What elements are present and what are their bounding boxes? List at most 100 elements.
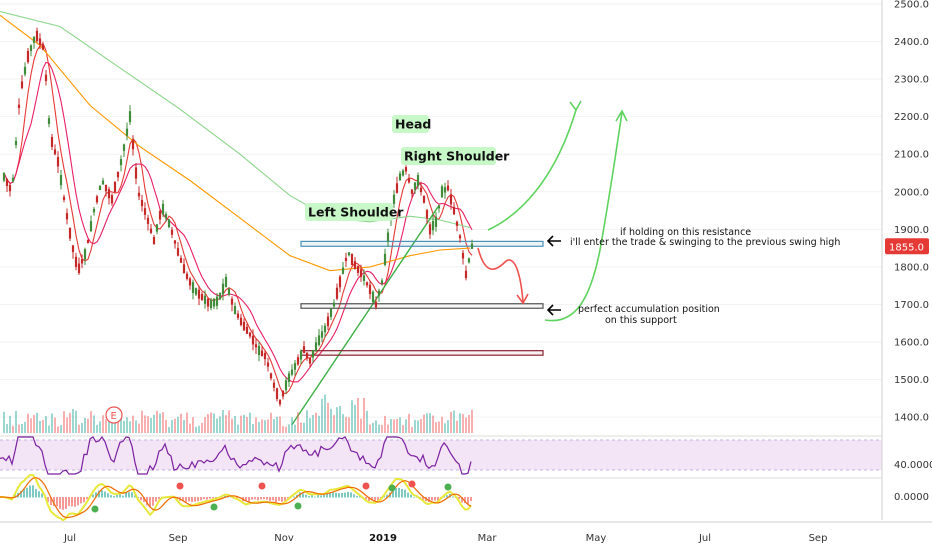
resistance-zone xyxy=(300,240,544,247)
macd-histogram-bar xyxy=(38,491,40,498)
candle-body xyxy=(62,196,66,200)
volume-bar xyxy=(366,410,368,433)
candle-body xyxy=(191,282,195,293)
volume-bar xyxy=(420,418,422,433)
candle-body xyxy=(209,299,213,309)
candle-body xyxy=(44,74,48,82)
macd-histogram-bar xyxy=(368,497,370,501)
macd-histogram-bar xyxy=(224,495,226,498)
volume-bar xyxy=(381,424,383,433)
macd-histogram-bar xyxy=(74,497,76,507)
candle-body xyxy=(122,144,126,151)
candle-body xyxy=(50,137,54,147)
lower-support-zone xyxy=(300,350,544,356)
macd-histogram-bar xyxy=(68,497,70,507)
volume-bar xyxy=(456,420,458,433)
macd-histogram-bar xyxy=(470,497,472,501)
candle-body xyxy=(386,232,390,242)
price-tick-label: 1400.0 xyxy=(894,413,929,424)
volume-bar xyxy=(372,422,374,433)
volume-bar xyxy=(411,426,413,433)
candle-body xyxy=(449,194,453,205)
right-shoulder-label: Right Shoulder xyxy=(404,149,510,164)
candle-body xyxy=(41,44,45,50)
macd-cross-dot xyxy=(388,484,396,492)
volume-bar xyxy=(375,420,377,433)
candle-body xyxy=(131,140,135,150)
candle-body xyxy=(461,252,465,259)
red-arrow xyxy=(477,247,524,303)
candle-body xyxy=(296,357,300,365)
candle-body xyxy=(446,185,450,191)
rising-trendline xyxy=(291,206,439,426)
macd-cross-dot xyxy=(362,482,370,490)
macd-histogram-bar xyxy=(284,497,286,501)
volume-bar xyxy=(363,397,365,433)
candle-body xyxy=(179,257,183,263)
volume-bar xyxy=(321,398,323,433)
volume-bar xyxy=(465,417,467,433)
volume-bar xyxy=(285,426,287,433)
candle-body xyxy=(362,275,366,281)
ma-long-line xyxy=(0,10,471,229)
rsi-band xyxy=(0,440,882,470)
price-tick-label: 1800.0 xyxy=(894,262,929,273)
macd-histogram-bar xyxy=(146,497,148,506)
macd-cross-dot xyxy=(210,503,218,511)
candle-body xyxy=(8,184,12,192)
macd-histogram-bar xyxy=(314,496,316,498)
candle-body xyxy=(29,45,33,52)
macd-histogram-bar xyxy=(23,489,25,498)
macd-histogram-bar xyxy=(251,497,253,500)
macd-histogram-bar xyxy=(353,494,355,498)
volume-bar xyxy=(69,412,71,433)
volume-bar xyxy=(12,425,14,433)
candle-body xyxy=(113,181,117,193)
macd-histogram-bar xyxy=(269,497,271,501)
macd-panel: 0.0000 xyxy=(0,474,929,522)
volume-bar xyxy=(15,410,17,433)
volume-bar xyxy=(255,417,257,433)
price-tick-label: 1900.0 xyxy=(894,225,929,236)
macd-histogram-bar xyxy=(77,497,79,506)
macd-tick-label: 0.0000 xyxy=(894,492,929,503)
macd-histogram-bar xyxy=(401,489,403,498)
time-tick-label: Mar xyxy=(478,533,498,544)
time-tick-label: Nov xyxy=(274,533,294,544)
macd-histogram-bar xyxy=(371,497,373,501)
candle-body xyxy=(266,362,270,367)
candle-body xyxy=(254,344,258,348)
volume-bar xyxy=(42,420,44,433)
macd-histogram-bar xyxy=(215,497,217,498)
candle-body xyxy=(365,282,369,286)
volume-bar xyxy=(177,416,179,433)
green-arrow-2-head xyxy=(615,109,628,122)
candle-body xyxy=(170,229,174,235)
volume-bar xyxy=(351,400,353,433)
candle-body xyxy=(161,203,165,215)
red-arrow-head xyxy=(516,293,529,305)
candle-body xyxy=(338,276,342,288)
macd-histogram-bar xyxy=(278,497,280,501)
macd-histogram-bar xyxy=(338,493,340,498)
macd-histogram-bar xyxy=(332,492,334,498)
volume-bar xyxy=(126,417,128,433)
macd-histogram-bar xyxy=(452,496,454,498)
volume-bar xyxy=(348,417,350,433)
macd-cross-dot xyxy=(294,502,302,510)
macd-histogram-bar xyxy=(212,497,214,499)
candle-body xyxy=(80,259,84,264)
macd-histogram-bar xyxy=(311,494,313,498)
price-tick-label: 1600.0 xyxy=(894,338,929,349)
candle-body xyxy=(143,208,147,215)
candle-body xyxy=(287,373,291,383)
candle-body xyxy=(383,253,387,265)
macd-histogram-bar xyxy=(149,497,151,507)
time-tick-label: 2019 xyxy=(369,533,397,544)
candle-body xyxy=(341,267,345,274)
macd-histogram-bar xyxy=(128,492,130,498)
candle-body xyxy=(440,186,444,198)
volume-bar xyxy=(216,418,218,433)
candle-body xyxy=(149,228,153,233)
